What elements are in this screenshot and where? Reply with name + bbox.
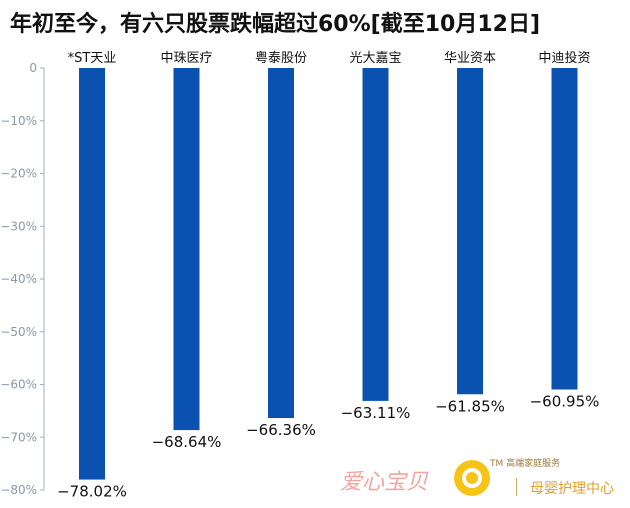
y-tick-label: 0	[29, 61, 37, 75]
category-label: 粤泰股份	[255, 50, 307, 66]
chart-title: 年初至今，有六只股票跌幅超过60%[截至10月12日]	[10, 12, 540, 37]
watermark-tagline: TM 高端家庭服务	[490, 459, 561, 469]
y-tick-label: −30%	[0, 219, 37, 233]
bar	[173, 68, 200, 431]
y-tick-label: −20%	[0, 167, 37, 181]
y-tick-label: −40%	[0, 272, 37, 286]
sun-logo-icon	[454, 460, 490, 496]
data-label: −66.36%	[246, 421, 316, 439]
watermark: 爱心宝贝 TM 高端家庭服务 母婴护理中心	[340, 452, 630, 502]
bar	[457, 68, 483, 395]
watermark-center-name: 母婴护理中心	[530, 481, 614, 497]
watermark-brand: 爱心宝贝	[340, 470, 429, 495]
data-label: −60.95%	[530, 393, 600, 411]
data-label: −61.85%	[435, 397, 505, 415]
y-tick-label: −80%	[0, 483, 37, 497]
category-label: 中珠医疗	[160, 51, 212, 66]
data-label: −68.64%	[152, 433, 222, 451]
data-label: −63.11%	[341, 404, 411, 422]
bar	[79, 68, 105, 480]
y-tick-label: −50%	[0, 325, 37, 339]
y-tick-label: −10%	[0, 114, 37, 128]
data-label: −78.02%	[57, 483, 127, 501]
category-label: 华业资本	[444, 51, 496, 66]
category-label: 光大嘉宝	[349, 51, 401, 66]
y-tick-label: −70%	[0, 430, 37, 444]
watermark-divider	[516, 478, 517, 496]
category-label: *ST天业	[68, 51, 117, 66]
bar	[551, 68, 578, 390]
bar	[362, 68, 389, 401]
category-label: 中迪投资	[538, 50, 590, 66]
bar	[268, 68, 294, 419]
y-tick-label: −60%	[0, 378, 37, 392]
